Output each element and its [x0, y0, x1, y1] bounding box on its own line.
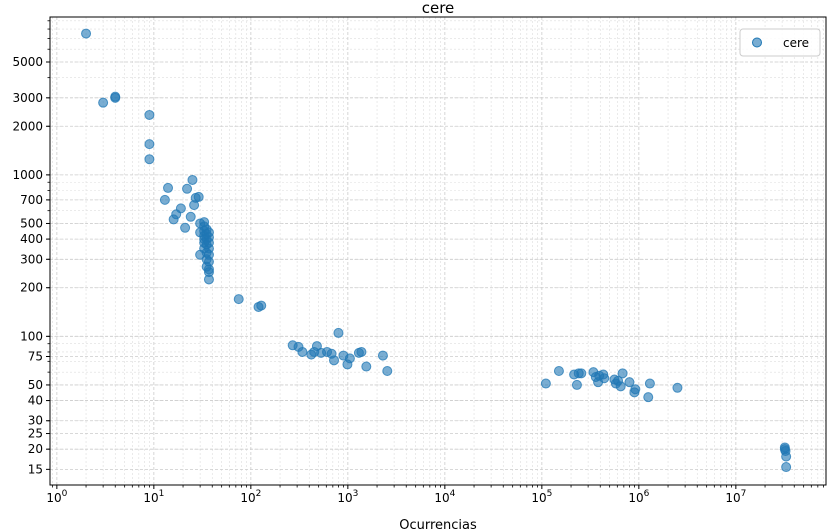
- x-tick-label: 101: [143, 489, 164, 505]
- scatter-point: [377, 350, 388, 361]
- y-tick-label: 2000: [12, 119, 43, 133]
- scatter-point: [185, 211, 196, 222]
- scatter-point: [361, 361, 372, 372]
- x-tick-label: 106: [628, 489, 649, 505]
- scatter-point: [98, 97, 109, 108]
- y-tick-label: 400: [20, 232, 43, 246]
- legend: cere: [739, 28, 821, 57]
- chart-title: cere: [422, 0, 455, 17]
- scatter-point: [615, 381, 626, 392]
- y-tick-label: 700: [20, 193, 43, 207]
- y-tick-label: 300: [20, 252, 43, 266]
- y-tick-label: 40: [28, 394, 43, 408]
- scatter-point: [256, 300, 267, 311]
- plot-area: [49, 16, 827, 486]
- scatter-point: [599, 373, 610, 384]
- scatter-point: [144, 154, 155, 165]
- y-tick-label: 15: [28, 462, 43, 476]
- scatter-point: [144, 139, 155, 150]
- scatter-point: [187, 174, 198, 185]
- legend-box: [739, 28, 821, 57]
- x-tick-label: 107: [725, 489, 746, 505]
- y-tick-label: 5000: [12, 55, 43, 69]
- scatter-point: [110, 92, 121, 103]
- y-tick-label: 3000: [12, 91, 43, 105]
- x-tick-label: 100: [46, 489, 67, 505]
- scatter-point: [333, 327, 344, 338]
- x-tick-label: 104: [434, 489, 455, 505]
- scatter-point: [163, 182, 174, 193]
- x-tick-label: 105: [531, 489, 552, 505]
- scatter-point: [672, 382, 683, 393]
- scatter-point: [144, 109, 155, 120]
- scatter-point: [203, 274, 214, 285]
- scatter-point: [644, 378, 655, 389]
- scatter-point: [159, 194, 170, 205]
- y-tick-label: 200: [20, 281, 43, 295]
- scatter-point: [781, 462, 792, 473]
- scatter-point: [233, 294, 244, 305]
- scatter-point: [382, 365, 393, 376]
- y-tick-label: 75: [28, 349, 43, 363]
- scatter-point: [576, 368, 587, 379]
- legend-label: cere: [783, 36, 809, 50]
- x-axis-label: Ocurrencias: [399, 518, 477, 531]
- y-tick-label: 20: [28, 442, 43, 456]
- scatter-point: [617, 368, 628, 379]
- scatter-point: [624, 377, 635, 388]
- grid: [50, 17, 826, 485]
- scatter-point: [81, 28, 92, 39]
- scatter-point: [540, 378, 551, 389]
- y-tick-label: 100: [20, 329, 43, 343]
- scatter-point: [182, 183, 193, 194]
- scatter-point: [781, 451, 792, 462]
- y-tick-label: 25: [28, 427, 43, 441]
- scatter-point: [571, 379, 582, 390]
- y-tick-label: 50: [28, 378, 43, 392]
- scatter-point: [344, 353, 355, 364]
- scatter-point: [180, 222, 191, 233]
- scatter-point: [553, 365, 564, 376]
- data-points: [81, 28, 792, 473]
- scatter-point: [297, 346, 308, 357]
- scatter-point: [193, 191, 204, 202]
- scatter-point: [356, 346, 367, 357]
- legend-marker: [752, 37, 762, 48]
- y-tick-label: 500: [20, 216, 43, 230]
- x-tick-label: 102: [240, 489, 261, 505]
- scatter-point: [329, 355, 340, 366]
- y-tick-label: 1000: [12, 168, 43, 182]
- scatter-point: [643, 392, 654, 403]
- x-tick-label: 103: [337, 489, 358, 505]
- y-tick-label: 30: [28, 414, 43, 428]
- scatter-point: [175, 203, 186, 214]
- scatter-point: [630, 384, 641, 395]
